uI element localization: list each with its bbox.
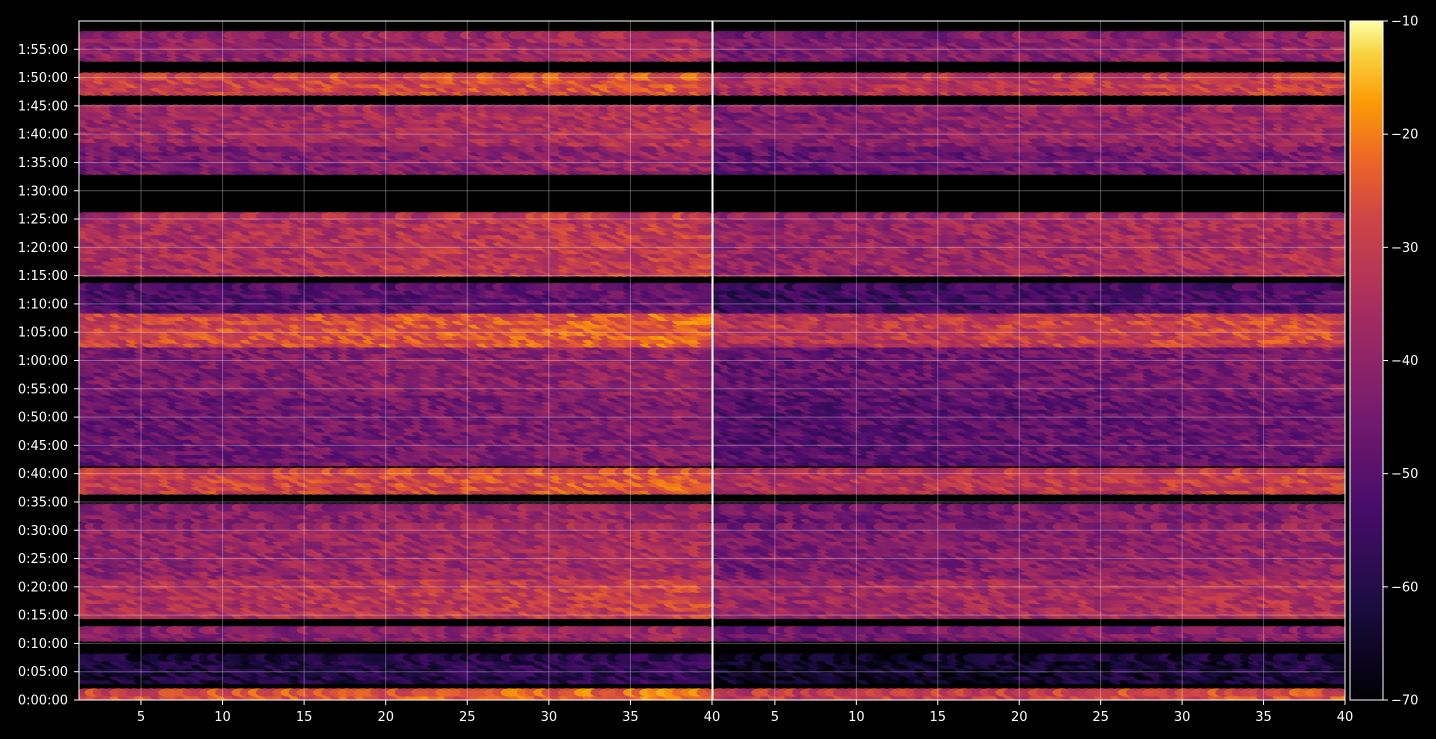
heatmap-cell [696, 688, 712, 697]
heatmap-panel-left [79, 30, 712, 700]
